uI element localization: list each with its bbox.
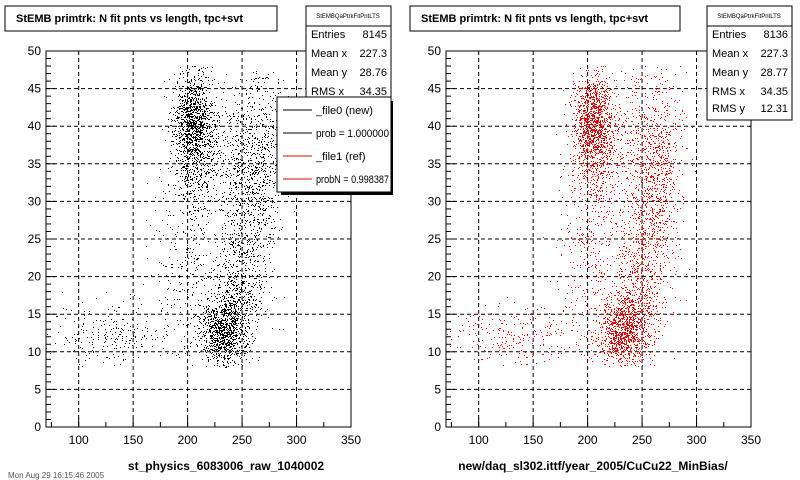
y-tick-label: 50 xyxy=(428,44,442,58)
stats-label: RMS y xyxy=(712,103,746,115)
legend-entry: prob = 1.000000 xyxy=(316,128,389,140)
x-tick-label: 200 xyxy=(578,433,598,447)
y-tick-label: 15 xyxy=(28,307,42,321)
x-tick-label: 100 xyxy=(69,433,89,447)
stats-value: 8145 xyxy=(363,29,387,41)
stats-value: 34.35 xyxy=(359,86,387,98)
legend-entry: _file1 (ref) xyxy=(315,151,366,163)
y-tick-label: 0 xyxy=(34,420,41,434)
panel-left-title: StEMB primtrk: N fit pnts vs length, tpc… xyxy=(16,13,243,25)
panel-left-stats-name: StEMBQaPtrkFitPntLTS xyxy=(316,14,380,20)
x-tick-label: 300 xyxy=(687,433,707,447)
x-tick-label: 150 xyxy=(523,433,543,447)
stats-value: 8136 xyxy=(764,29,788,41)
panel-left-points xyxy=(46,66,300,368)
y-tick-label: 15 xyxy=(428,307,442,321)
x-tick-label: 350 xyxy=(341,433,361,447)
y-tick-label: 30 xyxy=(28,194,42,208)
x-tick-label: 250 xyxy=(632,433,652,447)
y-tick-label: 45 xyxy=(28,82,42,96)
panel-right-ticks xyxy=(446,58,725,427)
panel-left-stats-box: StEMBQaPtrkFitPntLTS Entries 8145 Mean x… xyxy=(305,5,392,104)
y-tick-label: 35 xyxy=(428,157,442,171)
y-tick-label: 0 xyxy=(434,420,441,434)
y-tick-label: 5 xyxy=(434,382,441,396)
panel-left-tick-labels: 100 150 200 250 300 350 0 5 10 15 20 25 30 35 40 45 50 xyxy=(28,44,362,447)
legend-entry: probN = 0.998387 xyxy=(316,174,389,186)
footer-timestamp: Mon Aug 29 16:15:46 2005 xyxy=(8,471,105,480)
panel-left: 100 150 200 250 300 350 0 5 10 15 20 25 30 35 40 45 50 s… xyxy=(4,5,393,473)
legend-entry: _file0 (new) xyxy=(315,105,373,117)
x-tick-label: 250 xyxy=(232,433,252,447)
stats-label: Mean x xyxy=(712,48,749,60)
y-tick-label: 40 xyxy=(28,119,42,133)
x-tick-label: 200 xyxy=(178,433,198,447)
panel-right-title: StEMB primtrk: N fit pnts vs length, tpc… xyxy=(421,13,648,25)
y-tick-label: 25 xyxy=(28,232,42,246)
y-tick-label: 20 xyxy=(428,270,442,284)
x-tick-label: 350 xyxy=(741,433,761,447)
panel-right-x-axis-label: new/daq_sl302.ittf/year_2005/CuCu22_MinB… xyxy=(458,459,728,473)
y-tick-label: 10 xyxy=(28,345,42,359)
stats-value: 28.77 xyxy=(760,67,788,79)
x-tick-label: 300 xyxy=(287,433,307,447)
panel-left-legend: _file0 (new) prob = 1.000000 _file1 (ref… xyxy=(276,96,393,195)
stats-value: 28.76 xyxy=(359,67,387,79)
y-tick-label: 30 xyxy=(428,194,442,208)
stats-label: Entries xyxy=(311,29,346,41)
stats-label: Mean y xyxy=(311,67,348,79)
stats-value: 227.3 xyxy=(359,48,387,60)
panel-right-title-box xyxy=(409,5,681,32)
y-tick-label: 10 xyxy=(428,345,442,359)
y-tick-label: 25 xyxy=(428,232,442,246)
panel-right: 100 150 200 250 300 350 0 5 10 15 20 25 30 35 40 45 50 n… xyxy=(409,5,793,473)
y-tick-label: 45 xyxy=(428,82,442,96)
stats-label: Mean y xyxy=(712,67,749,79)
y-tick-label: 20 xyxy=(28,270,42,284)
stats-value: 227.3 xyxy=(760,48,788,60)
x-tick-label: 150 xyxy=(123,433,143,447)
panel-left-x-axis-label: st_physics_6083006_raw_1040002 xyxy=(128,459,324,473)
stats-value: 34.35 xyxy=(760,86,788,98)
panel-left-ticks xyxy=(46,58,325,427)
y-tick-label: 40 xyxy=(428,119,442,133)
y-tick-label: 5 xyxy=(34,382,41,396)
y-tick-label: 35 xyxy=(28,157,42,171)
panel-right-tick-labels: 100 150 200 250 300 350 0 5 10 15 20 25 30 35 40 45 50 xyxy=(428,44,762,447)
panel-right-stats-name: StEMBQaPtrkFitPntLTS xyxy=(717,14,781,20)
y-tick-label: 50 xyxy=(28,44,42,58)
x-tick-label: 100 xyxy=(469,433,489,447)
panel-right-stats-box: StEMBQaPtrkFitPntLTS Entries 8136 Mean x… xyxy=(706,5,793,121)
stats-label: RMS x xyxy=(712,86,746,98)
panel-right-grid xyxy=(446,51,751,427)
stats-value: 12.31 xyxy=(760,103,788,115)
panel-left-title-box xyxy=(4,5,278,32)
stats-label: Entries xyxy=(712,29,747,41)
scatter-points xyxy=(46,66,300,368)
stats-label: RMS x xyxy=(311,86,345,98)
stats-label: Mean x xyxy=(311,48,348,60)
